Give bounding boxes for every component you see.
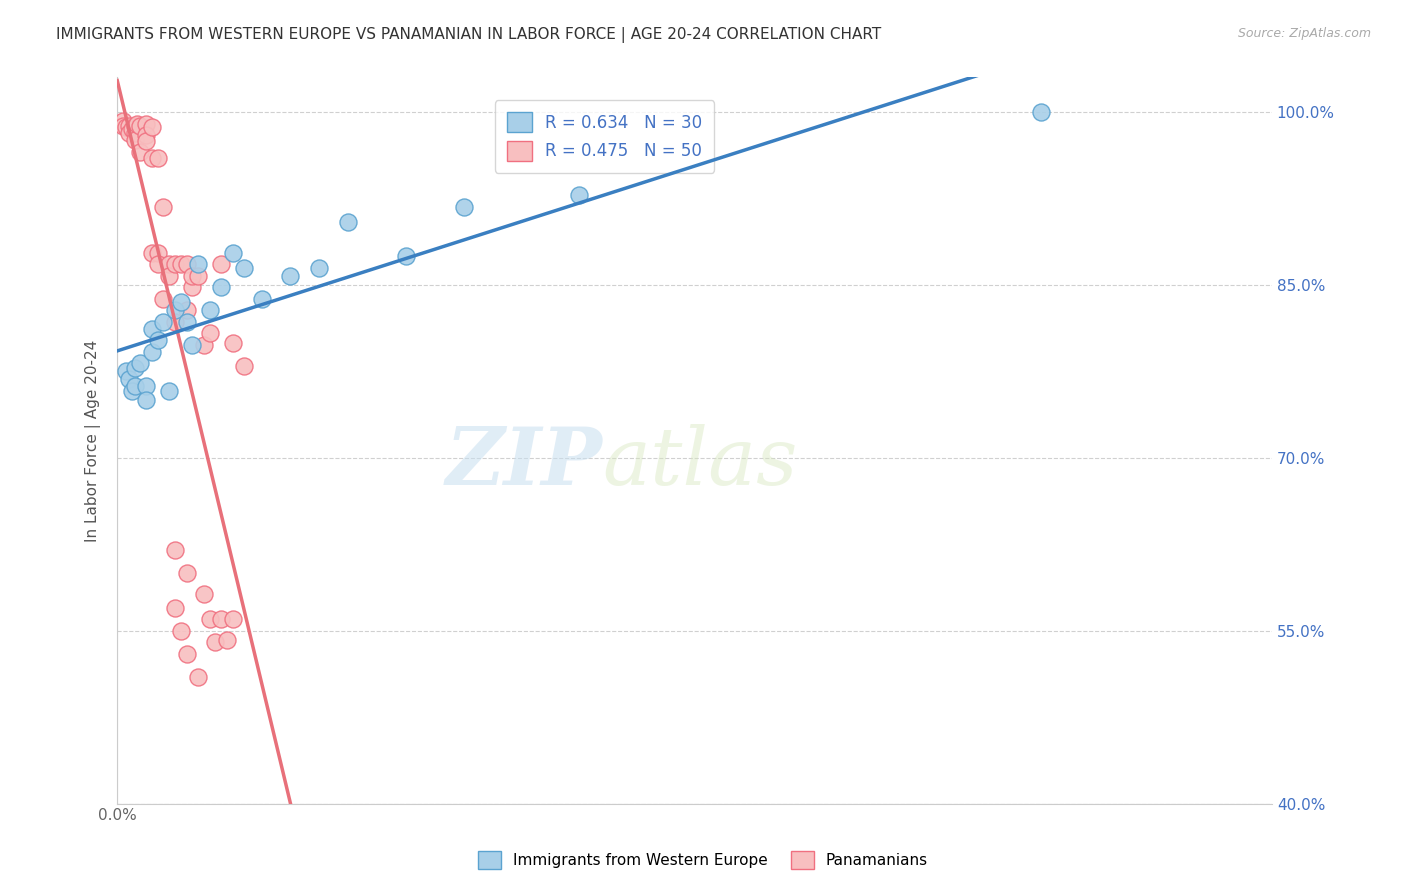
Point: [215, 632, 238, 647]
Point: [209, 257, 232, 271]
Point: [170, 257, 193, 271]
Legend: Immigrants from Western Europe, Panamanians: Immigrants from Western Europe, Panamani…: [472, 845, 934, 875]
Point: [157, 257, 180, 271]
Point: [181, 268, 204, 283]
Point: [163, 543, 186, 558]
Point: [157, 268, 180, 283]
Point: [193, 338, 215, 352]
Point: [121, 122, 143, 136]
Point: [170, 624, 193, 638]
Point: [157, 384, 180, 398]
Point: [124, 126, 146, 140]
Point: [163, 303, 186, 318]
Point: [193, 587, 215, 601]
Point: [141, 120, 163, 134]
Point: [163, 600, 186, 615]
Point: [568, 188, 591, 202]
Point: [187, 670, 209, 684]
Point: [146, 257, 169, 271]
Y-axis label: In Labor Force | Age 20-24: In Labor Force | Age 20-24: [86, 339, 101, 541]
Text: Source: ZipAtlas.com: Source: ZipAtlas.com: [1237, 27, 1371, 40]
Point: [112, 114, 135, 128]
Text: atlas: atlas: [602, 424, 797, 501]
Point: [176, 303, 198, 318]
Point: [163, 257, 186, 271]
Point: [135, 393, 157, 408]
Point: [135, 128, 157, 142]
Point: [453, 200, 475, 214]
Point: [198, 303, 221, 318]
Point: [124, 119, 146, 133]
Point: [112, 119, 135, 133]
Point: [181, 280, 204, 294]
Legend: R = 0.634   N = 30, R = 0.475   N = 50: R = 0.634 N = 30, R = 0.475 N = 50: [495, 100, 714, 173]
Point: [141, 322, 163, 336]
Point: [204, 635, 226, 649]
Point: [124, 133, 146, 147]
Point: [141, 245, 163, 260]
Point: [181, 338, 204, 352]
Point: [222, 612, 245, 626]
Point: [176, 257, 198, 271]
Point: [152, 315, 174, 329]
Point: [222, 245, 245, 260]
Point: [308, 260, 330, 275]
Point: [146, 245, 169, 260]
Point: [141, 151, 163, 165]
Point: [187, 257, 209, 271]
Point: [115, 364, 138, 378]
Point: [170, 295, 193, 310]
Text: IMMIGRANTS FROM WESTERN EUROPE VS PANAMANIAN IN LABOR FORCE | AGE 20-24 CORRELAT: IMMIGRANTS FROM WESTERN EUROPE VS PANAMA…: [56, 27, 882, 43]
Point: [152, 292, 174, 306]
Point: [135, 134, 157, 148]
Point: [198, 326, 221, 341]
Point: [337, 214, 360, 228]
Point: [135, 117, 157, 131]
Point: [118, 372, 141, 386]
Point: [141, 344, 163, 359]
Point: [233, 359, 256, 373]
Point: [163, 315, 186, 329]
Point: [118, 119, 141, 133]
Point: [146, 333, 169, 347]
Point: [115, 120, 138, 134]
Point: [209, 612, 232, 626]
Point: [127, 117, 149, 131]
Point: [222, 335, 245, 350]
Point: [121, 384, 143, 398]
Point: [176, 315, 198, 329]
Point: [176, 566, 198, 580]
Point: [280, 268, 302, 283]
Text: ZIP: ZIP: [446, 424, 602, 501]
Point: [118, 126, 141, 140]
Point: [129, 119, 152, 133]
Point: [187, 268, 209, 283]
Point: [1029, 105, 1052, 120]
Point: [209, 280, 232, 294]
Point: [233, 260, 256, 275]
Point: [135, 379, 157, 393]
Point: [198, 612, 221, 626]
Point: [146, 151, 169, 165]
Point: [395, 249, 418, 263]
Point: [250, 292, 273, 306]
Point: [152, 200, 174, 214]
Point: [129, 145, 152, 160]
Point: [124, 360, 146, 375]
Point: [124, 379, 146, 393]
Point: [176, 647, 198, 661]
Point: [129, 356, 152, 370]
